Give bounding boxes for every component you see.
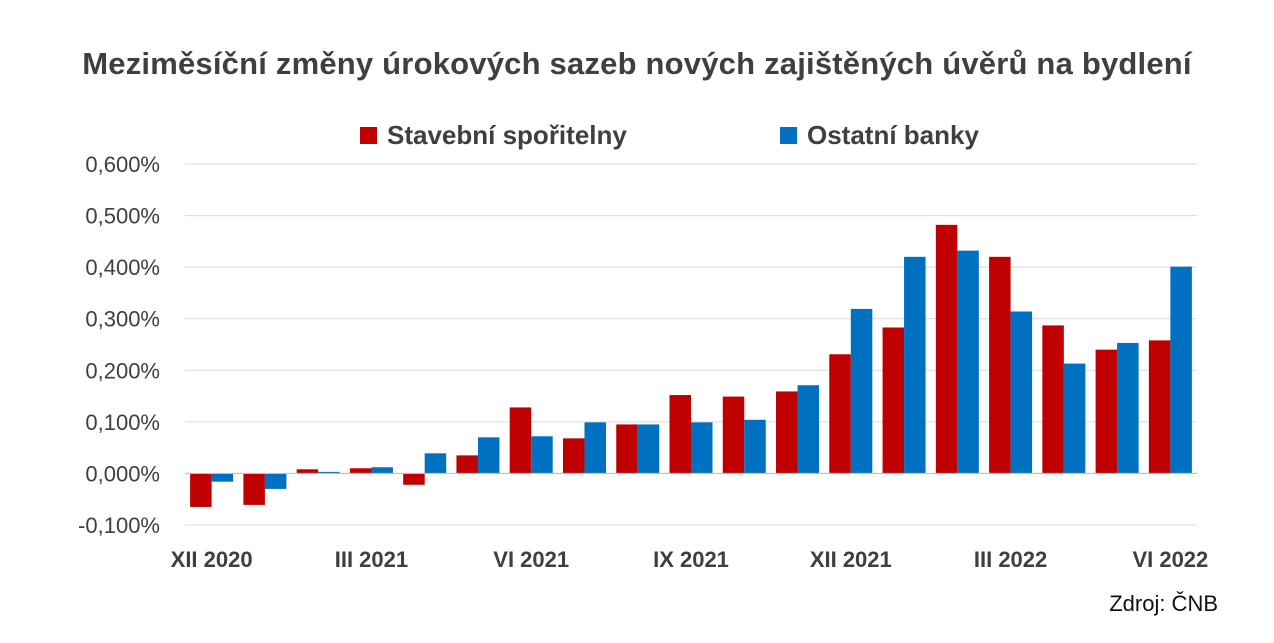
bar: [669, 395, 691, 474]
legend-swatch-stavebni-sporitelny: [360, 127, 377, 144]
bar: [403, 473, 425, 485]
y-tick-label: 0,300%: [85, 307, 160, 332]
legend-item-stavebni-sporitelny: Stavební spořitelny: [360, 120, 627, 151]
bar: [776, 391, 798, 474]
y-tick-label: 0,500%: [85, 204, 160, 229]
bar: [722, 396, 745, 474]
bar: [616, 424, 638, 474]
bar: [190, 473, 212, 507]
y-tick-label: 0,100%: [85, 410, 160, 435]
bar: [1170, 266, 1192, 474]
bar: [882, 327, 905, 474]
x-tick-label: VI 2021: [493, 547, 569, 572]
bar: [1010, 311, 1033, 474]
y-tick-label: 0,400%: [85, 255, 160, 280]
bar: [264, 473, 287, 489]
chart-title: Meziměsíční změny úrokových sazeb nových…: [82, 46, 1192, 81]
bar: [562, 438, 585, 474]
bar: [243, 473, 265, 505]
bar: [957, 250, 979, 474]
bar: [691, 422, 713, 474]
bar: [829, 354, 851, 474]
bar: [797, 385, 820, 474]
bar: [531, 436, 553, 474]
legend-item-ostatni-banky: Ostatní banky: [780, 120, 979, 151]
x-tick-label: XII 2020: [171, 547, 253, 572]
bar: [1063, 363, 1086, 474]
bar: [1117, 342, 1139, 474]
bar: [904, 256, 926, 474]
bar: [456, 455, 478, 474]
bar: [424, 453, 447, 474]
legend-label-ostatni-banky: Ostatní banky: [807, 120, 979, 150]
source-note: Zdroj: ČNB: [1109, 591, 1218, 616]
bar: [989, 256, 1011, 474]
bar: [1042, 325, 1064, 474]
x-tick-label: IX 2021: [653, 547, 729, 572]
bar: [509, 407, 532, 474]
bar: [1148, 340, 1171, 474]
bar: [349, 468, 372, 474]
bar: [584, 422, 606, 474]
bar: [477, 437, 500, 474]
bar: [318, 471, 340, 474]
x-tick-label: XII 2021: [810, 547, 892, 572]
x-tick-label: III 2021: [335, 547, 408, 572]
y-tick-label: 0,600%: [85, 152, 160, 177]
bar: [744, 419, 766, 474]
axes: -0,100% 0,000% 0,100% 0,200% 0,300% 0,400% 0,5…: [78, 152, 1208, 572]
bars: [190, 224, 1192, 507]
bar: [296, 469, 319, 474]
x-tick-label: VI 2022: [1132, 547, 1208, 572]
bar: [637, 424, 660, 474]
legend-label-stavebni-sporitelny: Stavební spořitelny: [387, 120, 627, 150]
x-tick-label: III 2022: [974, 547, 1047, 572]
bar: [935, 224, 958, 474]
y-tick-label: -0,100%: [78, 513, 160, 538]
legend-swatch-ostatni-banky: [780, 127, 797, 144]
bar: [211, 473, 234, 482]
bar: [1095, 349, 1118, 474]
bar: [371, 467, 393, 474]
bar: [850, 308, 873, 474]
y-tick-label: 0,000%: [85, 461, 160, 486]
y-tick-label: 0,200%: [85, 358, 160, 383]
